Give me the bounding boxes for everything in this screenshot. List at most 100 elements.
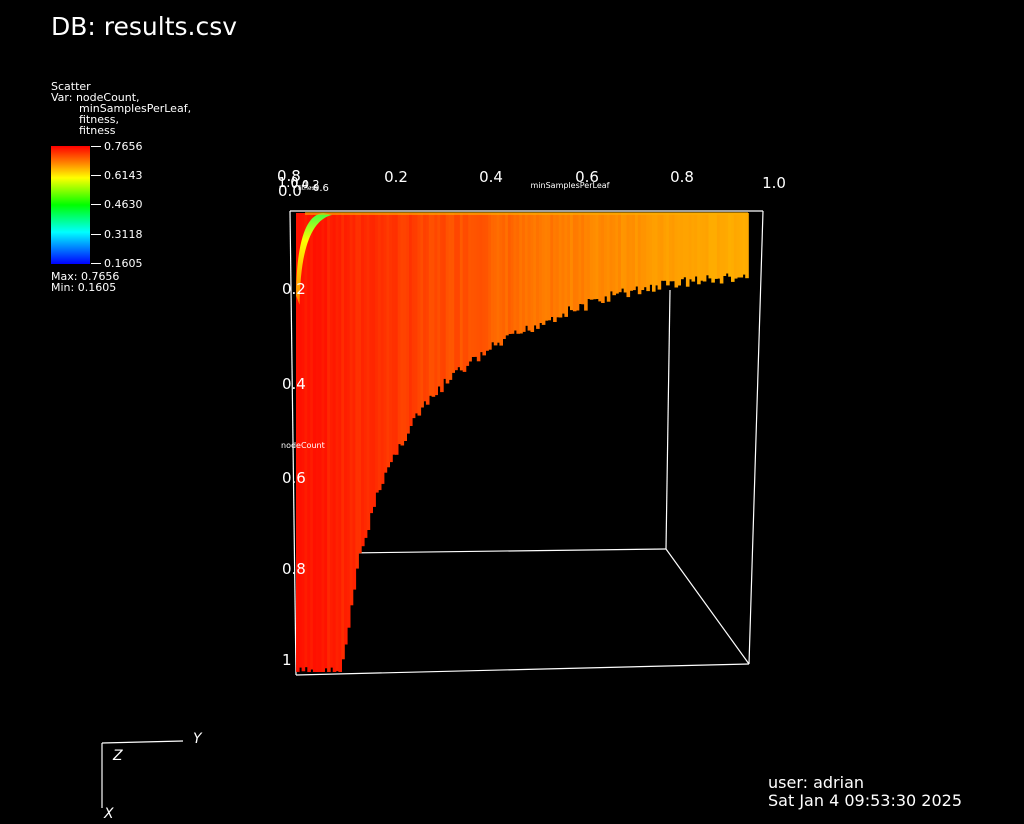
box-edge xyxy=(748,210,764,665)
bounding-box xyxy=(289,210,764,676)
data-strip xyxy=(369,213,373,514)
data-strip xyxy=(595,213,600,299)
data-strip xyxy=(454,213,458,371)
data-strip xyxy=(606,213,611,302)
y-tick-label: 0.6 xyxy=(282,469,306,487)
data-strip xyxy=(304,213,309,668)
data-strip xyxy=(725,213,729,274)
database-title: DB: results.csv xyxy=(51,12,238,41)
corner-tick-label: 0.8 xyxy=(277,167,301,185)
data-strip xyxy=(592,213,597,300)
data-strip xyxy=(745,213,749,279)
data-strip xyxy=(448,213,453,380)
data-strip xyxy=(499,213,503,346)
data-strip xyxy=(578,213,583,304)
data-strip xyxy=(420,213,424,408)
data-strip xyxy=(377,213,382,491)
legend-variable: fitness xyxy=(79,124,116,137)
data-strip xyxy=(386,213,390,468)
corner-tick-label: 0.4 xyxy=(291,178,309,191)
corner-tick-label: 1.0 xyxy=(278,176,299,191)
data-strip xyxy=(547,213,551,321)
data-strip xyxy=(462,213,467,372)
box-edge xyxy=(295,663,750,676)
data-strip xyxy=(392,213,396,455)
data-strip xyxy=(400,213,405,446)
data-strip xyxy=(352,213,357,590)
box-edge xyxy=(665,289,671,550)
data-strip xyxy=(409,213,413,426)
data-strip xyxy=(346,213,351,628)
data-strip xyxy=(329,213,334,668)
data-strip xyxy=(315,213,320,672)
data-strip xyxy=(476,213,481,362)
data-strip xyxy=(485,213,489,351)
data-strip xyxy=(524,213,529,326)
data-strip xyxy=(550,213,554,317)
data-strip xyxy=(660,213,664,281)
data-strip xyxy=(425,213,430,405)
data-strip xyxy=(513,213,518,331)
data-strip xyxy=(479,213,484,353)
data-strip xyxy=(587,213,591,299)
colorbar-tick-label: 0.1605 xyxy=(104,257,143,270)
data-strip xyxy=(615,213,619,294)
y-tick-label: 0.8 xyxy=(282,560,306,578)
data-strip xyxy=(507,213,512,334)
data-strip xyxy=(694,213,698,277)
data-strip xyxy=(671,213,676,282)
data-strip xyxy=(502,213,506,339)
data-strip xyxy=(522,213,526,332)
data-strip xyxy=(434,213,438,396)
data-strip xyxy=(533,213,537,326)
user-info: user: adrian Sat Jan 4 09:53:30 2025 xyxy=(768,774,962,810)
data-strip xyxy=(657,213,662,290)
data-strip xyxy=(301,213,306,672)
data-strip xyxy=(468,213,472,362)
data-strip xyxy=(733,213,738,279)
data-strip xyxy=(363,213,368,538)
x-tick-label: 0.4 xyxy=(479,168,503,186)
data-strip xyxy=(321,213,325,672)
data-strip xyxy=(366,213,371,530)
z-axis-label: fitness xyxy=(298,185,318,192)
plot-legend: Scatter Var: nodeCount, minSamplesPerLea… xyxy=(51,81,191,136)
data-strip xyxy=(708,213,713,279)
triad-y-label: Y xyxy=(193,731,203,747)
timestamp: Sat Jan 4 09:53:30 2025 xyxy=(768,791,962,810)
data-strip xyxy=(493,213,498,346)
data-strip xyxy=(555,213,560,318)
data-strip xyxy=(372,213,376,507)
data-strip xyxy=(349,213,354,606)
data-strip xyxy=(471,213,475,357)
x-tick-label: 0.6 xyxy=(575,168,599,186)
data-strip xyxy=(442,213,447,379)
data-strip xyxy=(677,213,681,286)
colorbar-tick-label: 0.7656 xyxy=(104,140,143,153)
data-strip xyxy=(629,213,633,291)
corner-tick-label: 0.6 xyxy=(313,183,329,194)
data-strip xyxy=(414,213,419,414)
data-strip xyxy=(722,213,727,276)
data-strip xyxy=(680,213,684,280)
data-strip xyxy=(516,213,520,334)
data-strip xyxy=(332,213,337,672)
x-tick-label: 0.2 xyxy=(384,168,408,186)
data-strip xyxy=(705,213,710,276)
data-strip xyxy=(431,213,436,397)
data-strip xyxy=(318,213,323,672)
data-strip xyxy=(440,213,444,393)
data-edge-highlight xyxy=(296,213,333,305)
data-strip xyxy=(519,213,523,334)
data-strip xyxy=(411,213,416,419)
data-strip xyxy=(327,213,331,672)
data-strip xyxy=(739,213,744,278)
colorbar-tick xyxy=(91,234,101,235)
data-strip xyxy=(603,213,608,297)
colorbar-tick xyxy=(91,204,101,205)
data-strip xyxy=(685,213,690,287)
data-strip xyxy=(632,213,636,291)
colorbar-tick-label: 0.4630 xyxy=(104,198,143,211)
data-strip xyxy=(572,213,577,312)
